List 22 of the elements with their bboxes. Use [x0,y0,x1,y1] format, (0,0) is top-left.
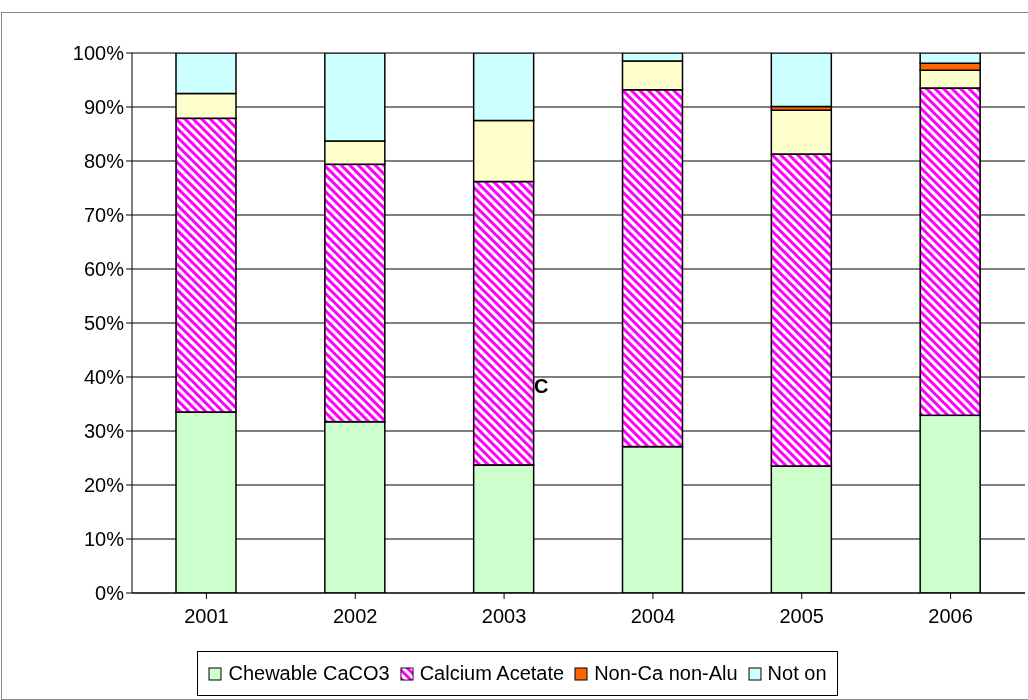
annotation: C [534,375,549,398]
x-tick-label: 2003 [481,605,527,628]
y-tick-label: 100% [72,42,125,65]
y-tick-label: 10% [83,528,125,551]
y-tick-label: 90% [83,96,125,119]
legend-label: Calcium Acetate [418,662,565,685]
y-tick-label: 20% [83,474,125,497]
legend-label: Non-Ca non-Alu [593,662,738,685]
legend-label: Chewable CaCO3 [227,662,390,685]
legend-label: Not on [766,662,827,685]
x-tick-label: 2006 [928,605,973,628]
y-tick-label: 70% [83,204,125,227]
x-tick-label: 2005 [779,605,824,628]
y-tick-label: 30% [83,420,125,443]
y-tick-label: 40% [83,366,125,389]
x-tick-label: 2004 [630,605,676,628]
y-tick-label: 60% [83,258,125,281]
y-tick-label: 50% [83,312,125,335]
y-tick-label: 80% [83,150,125,173]
x-tick-label: 2002 [333,605,378,628]
x-tick-label: 2001 [184,605,229,628]
y-tick-label: 0% [95,582,125,605]
